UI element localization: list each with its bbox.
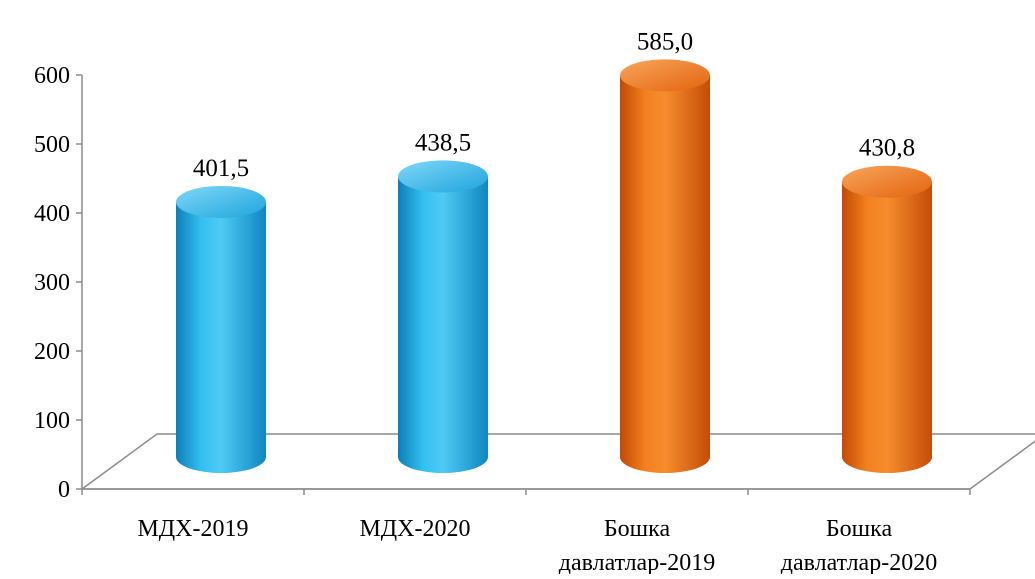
bar <box>398 160 488 473</box>
y-tick-label: 600 <box>34 63 70 89</box>
bar-top <box>620 59 710 92</box>
bar-top <box>398 160 488 193</box>
bar-body <box>176 201 266 473</box>
data-label: 438,5 <box>415 129 471 156</box>
bar-body <box>620 75 710 473</box>
bar-body <box>398 176 488 473</box>
data-label: 430,8 <box>859 135 915 162</box>
bar <box>176 185 266 473</box>
bar-top <box>842 165 932 198</box>
chart-floor <box>79 433 1035 495</box>
x-category-label: давлатлар-2020 <box>781 550 937 574</box>
y-tick-label: 100 <box>34 408 70 434</box>
bars-group <box>176 59 932 474</box>
labels-group: 401,5 МДХ-2019 438,5 МДХ-2020 585,0 Бошка давл… <box>137 28 937 576</box>
y-tick-label: 0 <box>58 477 70 503</box>
x-category-label: Бошка <box>604 516 671 542</box>
y-tick-label: 200 <box>34 339 70 365</box>
y-tick-label: 500 <box>34 132 70 158</box>
x-category-label: давлатлар-2019 <box>559 550 715 574</box>
x-category-label: Бошка <box>826 516 893 542</box>
bar-top <box>176 185 266 218</box>
y-tick-label: 300 <box>34 270 70 296</box>
y-axis: 0 100 200 300 400 500 600 <box>34 63 83 503</box>
x-category-label: МДХ-2019 <box>137 516 248 542</box>
bar <box>842 165 932 474</box>
bar <box>620 59 710 473</box>
data-label: 585,0 <box>637 28 693 55</box>
y-tick-label: 400 <box>34 201 70 227</box>
bar-body <box>842 181 932 474</box>
data-label: 401,5 <box>193 155 249 182</box>
x-category-label: МДХ-2020 <box>359 516 470 542</box>
